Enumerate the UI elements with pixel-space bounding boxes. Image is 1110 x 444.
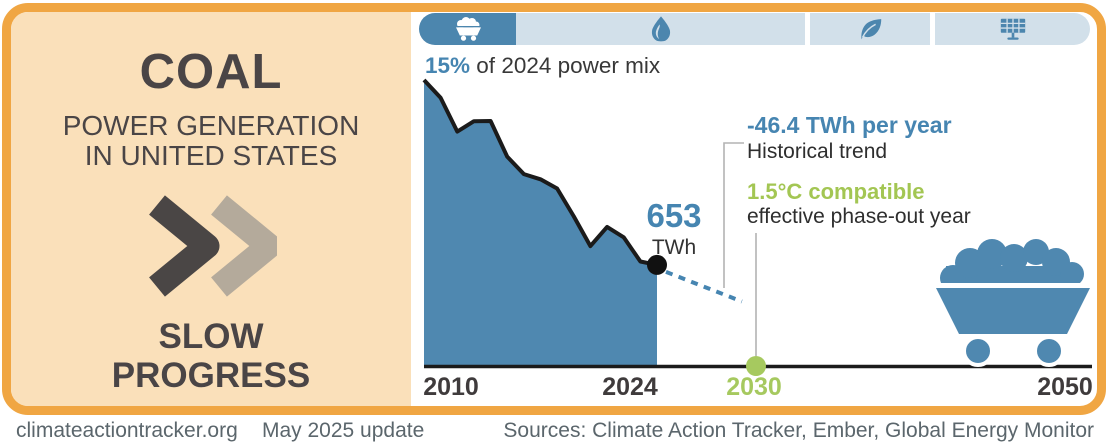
power-mix-percent: 15% — [425, 53, 471, 78]
leaf-icon — [861, 19, 882, 40]
fuel-tabbar — [419, 13, 1091, 45]
trend-rate-value: -46.4 TWh per year — [747, 112, 952, 138]
x-tick-2030: 2030 — [726, 373, 782, 401]
compatible-value: 1.5°C compatible — [747, 179, 925, 204]
site-link[interactable]: climateactiontracker.org — [16, 419, 238, 442]
endpoint-value: 653 — [646, 197, 702, 234]
tab-solar[interactable] — [935, 13, 1090, 45]
endpoint-unit: TWh — [651, 236, 697, 259]
flame-icon — [651, 16, 670, 42]
x-tick-2050: 2050 — [1037, 373, 1093, 401]
power-mix-text: of 2024 power mix — [470, 53, 661, 78]
chevron-light — [211, 195, 277, 297]
x-tick-2024: 2024 — [602, 373, 658, 401]
update-date: May 2025 update — [262, 419, 425, 442]
tab-coal[interactable] — [419, 13, 516, 45]
tab-renewables[interactable] — [810, 13, 930, 45]
sources-text: Sources: Climate Action Tracker, Ember, … — [503, 419, 1094, 442]
chevron-dark — [149, 195, 220, 297]
panel-subtitle: POWER GENERATION IN UNITED STATES — [11, 110, 411, 172]
coal-cart-icon — [455, 17, 481, 41]
x-tick-2010: 2010 — [423, 373, 479, 401]
solar-panel-icon — [1000, 18, 1025, 40]
subtitle-line1: POWER GENERATION — [62, 110, 360, 141]
power-mix-stat: 15% of 2024 power mix — [425, 53, 660, 79]
rating-label: SLOW PROGRESS — [11, 317, 411, 395]
tab-gas[interactable] — [516, 13, 805, 45]
rating-line2: PROGRESS — [111, 356, 311, 396]
endpoint-label: 653 TWh — [639, 199, 709, 260]
compatible-label: effective phase-out year — [747, 205, 971, 228]
left-panel: COAL POWER GENERATION IN UNITED STATES S… — [11, 12, 411, 406]
trend-rate-label: Historical trend — [747, 140, 888, 163]
rating-line1: SLOW — [158, 317, 264, 356]
subtitle-line2: IN UNITED STATES — [84, 140, 338, 172]
fuel-title: COAL — [139, 45, 283, 99]
card-frame: COAL POWER GENERATION IN UNITED STATES S… — [2, 3, 1106, 415]
double-chevron-icon — [149, 195, 277, 297]
